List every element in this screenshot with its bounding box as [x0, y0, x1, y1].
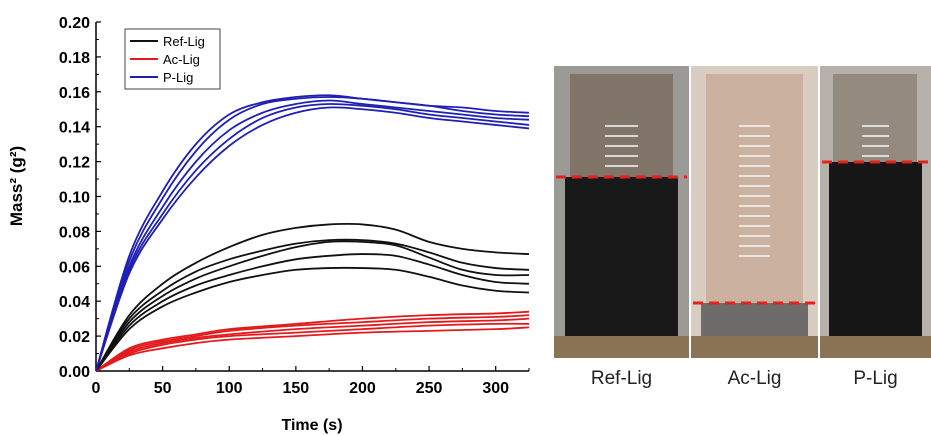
series-line-ref-lig-2 [95, 238, 530, 372]
y-tick-label: 0.02 [59, 329, 90, 346]
liquid-layer [565, 177, 678, 336]
series-line-ref-lig-4 [95, 253, 530, 372]
x-tick-label: 250 [416, 380, 443, 397]
y-tick-label: 0.12 [59, 155, 90, 172]
photo-ref-lig [554, 66, 689, 358]
y-tick-label: 0.16 [59, 85, 90, 102]
sorption-chart: 0.00 0.02 0.04 0.06 0.08 0.10 0.12 0.14 0.16 0.18… [7, 15, 530, 434]
x-tick-label: 300 [482, 380, 509, 397]
y-tick-label: 0.06 [59, 259, 90, 276]
series-line-p-lig-5 [95, 106, 530, 372]
series-line-p-lig-1 [95, 94, 530, 372]
x-tick-label: 200 [349, 380, 376, 397]
series-line-p-lig-3 [95, 99, 530, 372]
series-line-p-lig-4 [95, 103, 530, 372]
legend-label-ref-lig: Ref-Lig [163, 34, 205, 49]
y-tick-label: 0.14 [59, 120, 90, 137]
sediment-base [554, 336, 689, 358]
sediment-base [691, 336, 818, 358]
photo-caption-ref-lig: Ref-Lig [590, 368, 653, 389]
cylinder-picture [554, 66, 689, 358]
photo-caption-p-lig: P-Lig [853, 368, 898, 389]
y-tick-label: 0.18 [59, 50, 90, 67]
series-line-ac-lig-4 [95, 322, 530, 372]
legend: Ref-Lig Ac-Lig P-Lig [124, 28, 221, 90]
legend-label-ac-lig: Ac-Lig [163, 52, 200, 67]
y-tick-label: 0.00 [59, 364, 90, 381]
x-tick-label: 150 [282, 380, 309, 397]
series-line-ref-lig-5 [95, 266, 530, 372]
series-lines [95, 94, 530, 372]
y-tick-label: 0.10 [59, 190, 90, 207]
y-tick-label: 0.04 [59, 294, 90, 311]
y-tick-label: 0.20 [59, 15, 90, 32]
y-axis-label: Mass² (g²) [7, 146, 26, 226]
cylinder-picture [820, 66, 931, 358]
x-tick-label: 50 [154, 380, 172, 397]
series-line-p-lig-2 [95, 96, 530, 372]
series-line-ac-lig-5 [95, 326, 530, 372]
liquid-layer [701, 303, 808, 336]
cylinder-picture [691, 66, 818, 358]
legend-label-p-lig: P-Lig [163, 70, 193, 85]
x-tick-label: 0 [92, 380, 101, 397]
x-axis-label: Time (s) [281, 417, 342, 434]
sample-photos: Ref-Lig Ac-Lig P-Lig [554, 66, 931, 435]
series-line-ref-lig-1 [95, 222, 530, 372]
y-axis-ticks: 0.00 0.02 0.04 0.06 0.08 0.10 0.12 0.14 0.16 0.18… [59, 15, 101, 381]
series-line-ac-lig-1 [95, 310, 530, 372]
sand-column [706, 74, 803, 303]
series-line-ref-lig-3 [95, 240, 530, 372]
x-axis-ticks: 0 50 100 150 200 250 300 [92, 366, 530, 397]
liquid-layer [829, 162, 922, 336]
series-line-ac-lig-2 [95, 314, 530, 372]
x-tick-label: 100 [216, 380, 243, 397]
series-line-ac-lig-3 [95, 317, 530, 372]
sand-column [833, 74, 917, 162]
y-tick-label: 0.08 [59, 224, 90, 241]
photo-ac-lig [691, 66, 818, 358]
photo-p-lig [820, 66, 931, 358]
photo-caption-ac-lig: Ac-Lig [727, 368, 782, 389]
sediment-base [820, 336, 931, 358]
